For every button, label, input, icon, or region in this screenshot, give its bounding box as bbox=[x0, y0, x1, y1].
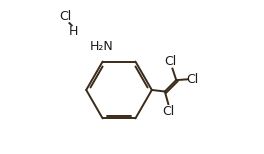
Text: Cl: Cl bbox=[186, 73, 199, 86]
Text: Cl: Cl bbox=[164, 55, 176, 68]
Text: Cl: Cl bbox=[59, 10, 72, 23]
Text: H: H bbox=[69, 25, 78, 38]
Text: Cl: Cl bbox=[163, 105, 175, 118]
Text: H₂N: H₂N bbox=[90, 40, 114, 53]
